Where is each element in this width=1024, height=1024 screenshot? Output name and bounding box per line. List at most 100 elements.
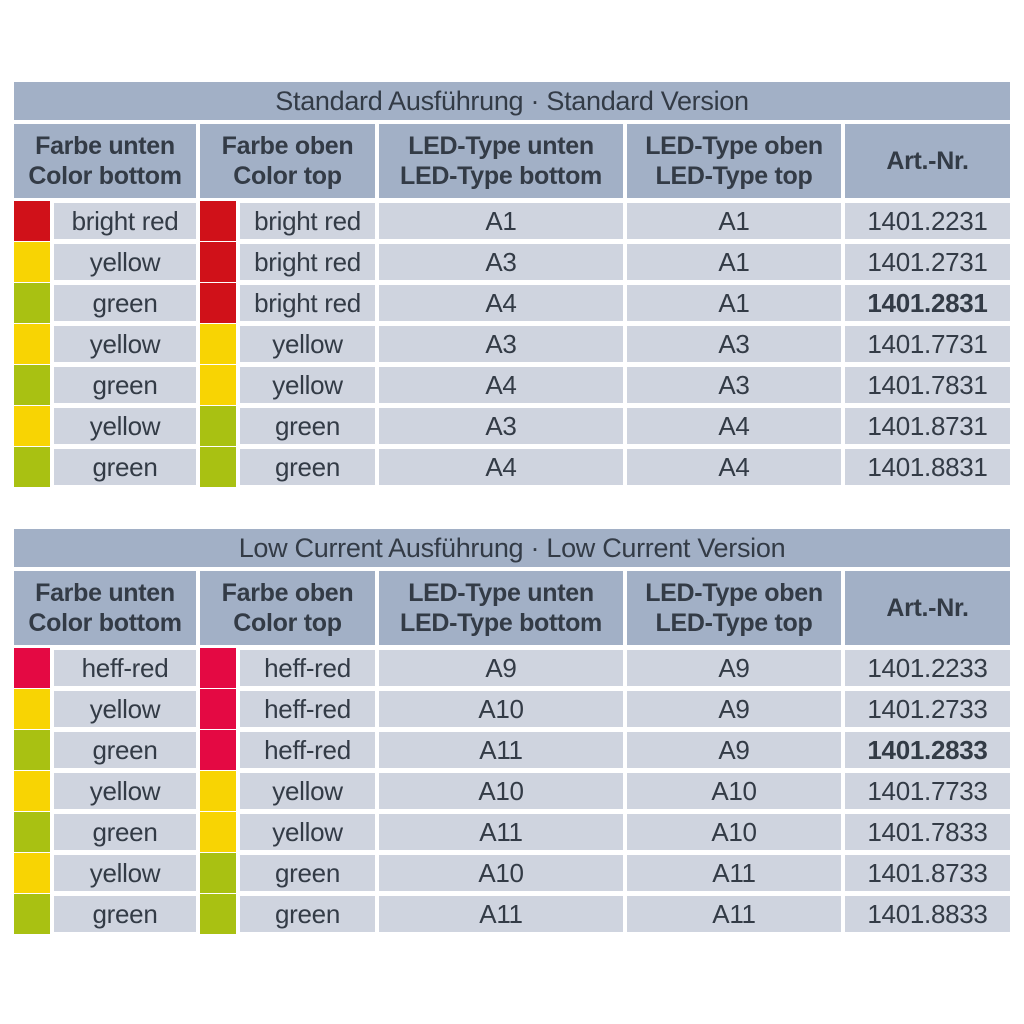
- color-top-swatch: [200, 201, 236, 241]
- color-top-cell: green: [200, 853, 375, 893]
- color-bottom-cell: green: [14, 812, 196, 852]
- table-row: green green A4 A4 1401.8831: [14, 447, 1010, 487]
- color-top-swatch: [200, 689, 236, 729]
- color-top-label: green: [240, 896, 375, 932]
- color-top-swatch: [200, 406, 236, 446]
- led-type-top-cell: A10: [627, 814, 841, 850]
- color-bottom-cell: yellow: [14, 324, 196, 364]
- color-bottom-cell: green: [14, 365, 196, 405]
- led-type-top-cell: A3: [627, 326, 841, 362]
- art-nr-cell: 1401.8833: [845, 896, 1010, 932]
- table-title: Standard Ausführung · Standard Version: [14, 82, 1010, 120]
- column-header-line2: Color bottom: [28, 609, 182, 637]
- table-row: green bright red A4 A1 1401.2831: [14, 283, 1010, 323]
- color-swatch: [200, 771, 236, 811]
- led-type-top-cell: A4: [627, 449, 841, 485]
- color-bottom-label: yellow: [54, 244, 196, 280]
- column-header-line1: Art.-Nr.: [886, 146, 969, 175]
- color-top-label: bright red: [240, 203, 375, 239]
- led-type-bottom-cell: A3: [379, 244, 623, 280]
- color-bottom-label: green: [54, 367, 196, 403]
- led-type-top-cell: A1: [627, 203, 841, 239]
- color-swatch: [200, 365, 236, 405]
- color-swatch: [14, 242, 50, 282]
- color-bottom-swatch: [14, 894, 50, 934]
- color-bottom-cell: yellow: [14, 689, 196, 729]
- column-header-line1: LED-Type oben: [645, 131, 823, 160]
- led-type-bottom-cell: A4: [379, 285, 623, 321]
- color-bottom-label: green: [54, 732, 196, 768]
- color-swatch: [200, 812, 236, 852]
- color-swatch: [14, 365, 50, 405]
- color-bottom-swatch: [14, 447, 50, 487]
- color-top-cell: yellow: [200, 365, 375, 405]
- table-row: green green A11 A11 1401.8833: [14, 894, 1010, 934]
- led-type-top-cell: A10: [627, 773, 841, 809]
- color-top-label: bright red: [240, 285, 375, 321]
- color-swatch: [14, 447, 50, 487]
- color-top-swatch: [200, 771, 236, 811]
- art-nr-cell: 1401.2833: [845, 732, 1010, 768]
- color-bottom-label: bright red: [54, 203, 196, 239]
- art-nr-cell: 1401.2233: [845, 650, 1010, 686]
- led-type-bottom-cell: A10: [379, 773, 623, 809]
- color-bottom-cell: green: [14, 730, 196, 770]
- column-header-line2: LED-Type bottom: [400, 162, 602, 190]
- color-bottom-label: green: [54, 285, 196, 321]
- column-header: LED-Type unten LED-Type bottom: [379, 571, 623, 645]
- column-header-line2: LED-Type top: [655, 162, 813, 190]
- led-type-bottom-cell: A4: [379, 367, 623, 403]
- led-type-top-cell: A11: [627, 896, 841, 932]
- color-swatch: [200, 894, 236, 934]
- color-top-cell: green: [200, 894, 375, 934]
- color-top-label: yellow: [240, 814, 375, 850]
- led-type-top-cell: A1: [627, 285, 841, 321]
- table-row: heff-red heff-red A9 A9 1401.2233: [14, 648, 1010, 688]
- color-swatch: [14, 689, 50, 729]
- column-header: Art.-Nr.: [845, 124, 1010, 198]
- color-bottom-label: yellow: [54, 691, 196, 727]
- column-header: Farbe oben Color top: [200, 124, 375, 198]
- color-top-cell: heff-red: [200, 689, 375, 729]
- color-bottom-swatch: [14, 324, 50, 364]
- color-top-cell: heff-red: [200, 648, 375, 688]
- color-bottom-swatch: [14, 406, 50, 446]
- color-bottom-cell: green: [14, 447, 196, 487]
- color-swatch: [200, 648, 236, 688]
- table-row: green yellow A4 A3 1401.7831: [14, 365, 1010, 405]
- color-top-cell: yellow: [200, 324, 375, 364]
- color-top-cell: yellow: [200, 812, 375, 852]
- color-top-label: heff-red: [240, 650, 375, 686]
- column-header: Farbe unten Color bottom: [14, 124, 196, 198]
- table-row: yellow green A3 A4 1401.8731: [14, 406, 1010, 446]
- color-swatch: [200, 730, 236, 770]
- color-bottom-swatch: [14, 648, 50, 688]
- color-bottom-cell: green: [14, 894, 196, 934]
- color-swatch: [200, 447, 236, 487]
- color-bottom-swatch: [14, 730, 50, 770]
- led-type-top-cell: A11: [627, 855, 841, 891]
- column-header: Farbe unten Color bottom: [14, 571, 196, 645]
- product-table: Standard Ausführung · Standard Version F…: [14, 82, 1010, 487]
- color-bottom-swatch: [14, 365, 50, 405]
- column-header: Art.-Nr.: [845, 571, 1010, 645]
- color-top-swatch: [200, 447, 236, 487]
- color-bottom-label: green: [54, 449, 196, 485]
- color-bottom-swatch: [14, 242, 50, 282]
- led-type-bottom-cell: A3: [379, 408, 623, 444]
- column-header-line2: Color top: [233, 162, 342, 190]
- table-header-row: Farbe unten Color bottom Farbe oben Colo…: [14, 571, 1010, 645]
- color-swatch: [200, 324, 236, 364]
- table-row: yellow green A10 A11 1401.8733: [14, 853, 1010, 893]
- led-type-bottom-cell: A11: [379, 732, 623, 768]
- led-type-top-cell: A4: [627, 408, 841, 444]
- color-top-label: green: [240, 449, 375, 485]
- color-bottom-swatch: [14, 689, 50, 729]
- color-top-cell: bright red: [200, 242, 375, 282]
- color-swatch: [14, 201, 50, 241]
- color-top-label: green: [240, 855, 375, 891]
- art-nr-cell: 1401.7731: [845, 326, 1010, 362]
- color-top-cell: green: [200, 406, 375, 446]
- led-type-top-cell: A9: [627, 650, 841, 686]
